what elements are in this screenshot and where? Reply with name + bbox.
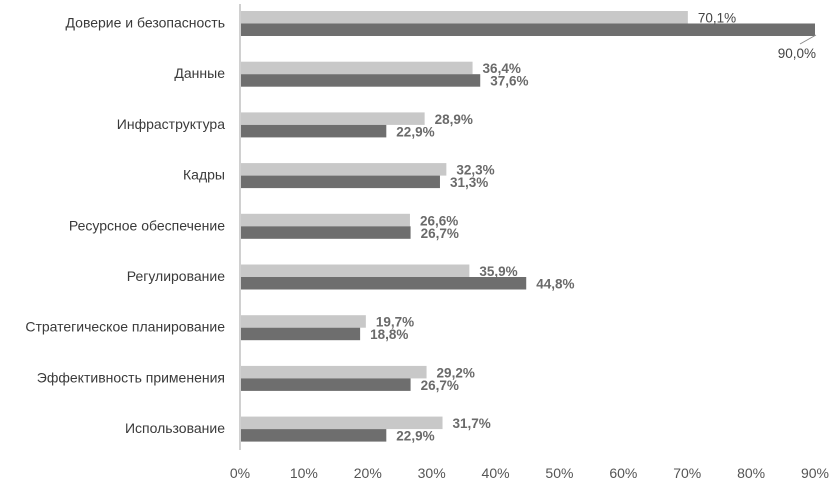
x-tick-label: 60% <box>609 465 637 481</box>
category-label: Использование <box>125 420 225 436</box>
bars-group <box>241 11 815 442</box>
data-label: 18,8% <box>370 327 408 342</box>
bar-series-2 <box>241 327 361 341</box>
data-label: 44,8% <box>536 277 574 292</box>
x-tick-label: 30% <box>418 465 446 481</box>
bar-series-2 <box>241 23 815 36</box>
x-tick-label: 10% <box>290 465 318 481</box>
data-label: 28,9% <box>435 112 473 127</box>
data-label: 37,6% <box>490 74 528 89</box>
category-label: Кадры <box>183 167 225 183</box>
data-label: 35,9% <box>479 264 517 279</box>
bar-series-1 <box>241 112 425 125</box>
data-label: 31,3% <box>450 175 488 190</box>
bar-series-1 <box>241 315 366 328</box>
category-label: Стратегическое планирование <box>25 319 225 335</box>
x-tick-label: 70% <box>673 465 701 481</box>
data-label: 32,3% <box>456 163 494 178</box>
bar-series-2 <box>241 378 411 391</box>
x-tick-label: 0% <box>230 465 250 481</box>
bar-series-2 <box>241 74 481 87</box>
x-tick-label: 20% <box>354 465 382 481</box>
data-label: 22,9% <box>396 429 434 444</box>
bar-series-1 <box>241 264 470 277</box>
data-labels: 70,1%90,0%36,4%37,6%28,9%22,9%32,3%31,3%… <box>370 11 817 444</box>
x-tick-label: 40% <box>482 465 510 481</box>
bar-series-1 <box>241 213 410 227</box>
bar-series-2 <box>241 429 387 442</box>
data-label: 26,7% <box>421 378 459 393</box>
x-tick-label: 90% <box>801 465 829 481</box>
data-label: 26,7% <box>421 226 459 241</box>
data-label: 31,7% <box>453 416 491 431</box>
bar-series-2 <box>241 175 440 189</box>
data-label: 29,2% <box>437 365 475 380</box>
x-tick-labels: 0% 10% 20% 30% 40% 50% 60% 70% 80% 90% <box>230 465 829 481</box>
category-label: Регулирование <box>127 268 225 284</box>
bar-series-1 <box>241 163 447 176</box>
bar-series-2 <box>241 226 411 239</box>
category-labels: Доверие и безопасность Данные Инфраструкту… <box>25 15 225 437</box>
bar-series-1 <box>241 61 473 75</box>
leader-line <box>799 34 817 45</box>
data-label: 19,7% <box>376 315 414 330</box>
bar-series-1 <box>241 11 688 24</box>
data-label: 22,9% <box>396 124 434 139</box>
category-label: Эффективность применения <box>37 369 225 385</box>
category-label: Инфраструктура <box>117 116 225 132</box>
category-label: Данные <box>174 65 225 81</box>
bar-series-2 <box>241 124 387 138</box>
data-label: 36,4% <box>483 61 521 76</box>
data-label: 70,1% <box>698 11 736 26</box>
x-tick-label: 50% <box>545 465 573 481</box>
bar-series-1 <box>241 365 427 379</box>
data-label: 90,0% <box>778 46 816 61</box>
category-label: Ресурсное обеспечение <box>69 217 225 233</box>
category-label: Доверие и безопасность <box>66 15 225 31</box>
x-tick-label: 80% <box>737 465 765 481</box>
bar-series-2 <box>241 277 527 290</box>
bar-series-1 <box>241 416 443 430</box>
data-label: 26,6% <box>420 213 458 228</box>
